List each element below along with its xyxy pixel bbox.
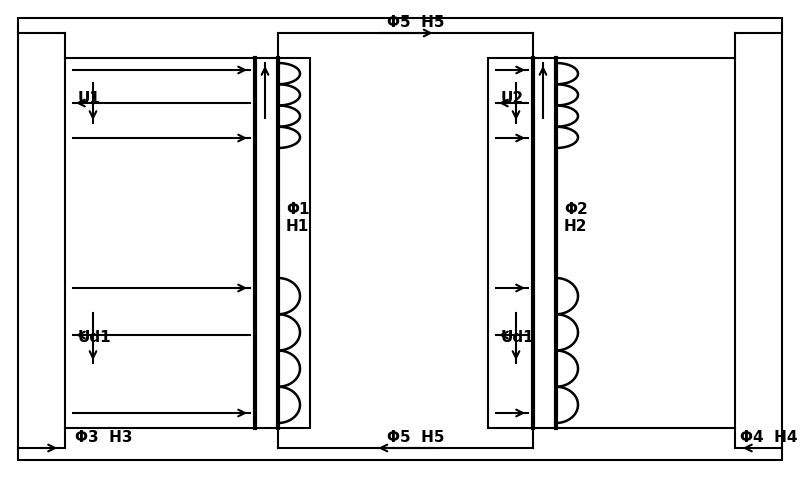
Text: Φ1
H1: Φ1 H1 [286,202,310,234]
Text: Φ5  H5: Φ5 H5 [386,430,444,445]
Text: U1: U1 [78,90,101,106]
Text: Φ5  H5: Φ5 H5 [386,15,444,30]
Text: Φ4  H4: Φ4 H4 [740,430,798,445]
Text: Φ2
H2: Φ2 H2 [564,202,588,234]
Text: Ud1: Ud1 [78,330,112,346]
Text: Ud1: Ud1 [501,330,534,346]
Text: U2: U2 [501,90,524,106]
Text: Φ3  H3: Φ3 H3 [75,430,133,445]
